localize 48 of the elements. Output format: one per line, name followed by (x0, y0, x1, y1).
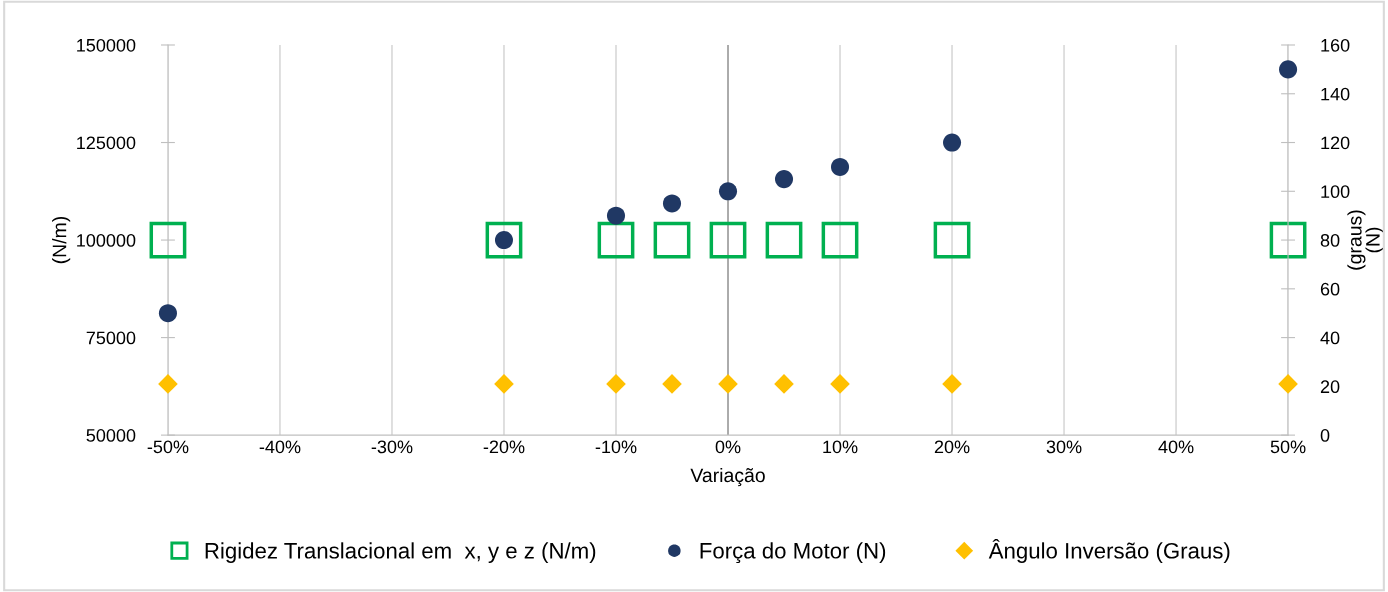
x-tick-label: -20% (483, 440, 525, 454)
point (662, 374, 682, 394)
x-tick-label: -10% (595, 440, 637, 454)
point (774, 374, 794, 394)
legend-label: Ângulo Inversão (Graus) (988, 538, 1230, 564)
point (158, 304, 177, 323)
y2-tick-label: 100 (1321, 185, 1350, 199)
x-tick-label: 50% (1270, 440, 1306, 454)
y2-tick-label: 40 (1320, 331, 1340, 345)
y-axis-title: (N/m) (52, 216, 71, 264)
point (943, 133, 962, 152)
point (494, 374, 514, 394)
y-tick-label: 150000 (77, 38, 136, 52)
y2-tick-label: 0 (1320, 429, 1330, 442)
x-tick-label: 20% (934, 440, 970, 454)
x-tick-label: 40% (1158, 440, 1194, 454)
x-tick-label: -30% (371, 440, 413, 454)
point (1279, 60, 1298, 79)
y-tick-label: 100000 (77, 233, 136, 247)
y2-axis-title: (graus) (N) (1347, 210, 1384, 270)
x-tick-label: 0% (715, 440, 741, 454)
point (718, 374, 738, 394)
legend-label: Rigidez Translacional em x, y e z (N/m) (205, 542, 596, 564)
y2-tick-label: 20 (1320, 380, 1340, 394)
point (830, 374, 850, 394)
point (942, 374, 962, 394)
y-tick-label: 75000 (86, 331, 136, 345)
y2-tick-label: 120 (1321, 136, 1350, 150)
y2-tick-label: 60 (1320, 282, 1340, 296)
y-tick-label: 50000 (86, 429, 136, 442)
x-tick-label: 30% (1046, 440, 1082, 454)
point (1278, 374, 1298, 394)
point (606, 374, 626, 394)
x-axis-title: Variação (690, 467, 765, 487)
point (830, 157, 850, 176)
point (774, 170, 794, 189)
y2-tick-label: 80 (1320, 233, 1340, 247)
legend-label: Força do Motor (N) (700, 542, 886, 564)
y-tick-label: 125000 (77, 136, 136, 150)
x-tick-label: 10% (823, 440, 858, 454)
x-tick-label: -50% (147, 440, 189, 454)
point (158, 374, 178, 394)
x-tick-label: -40% (259, 440, 301, 454)
y2-tick-label: 160 (1321, 38, 1350, 52)
point (662, 194, 682, 213)
y2-tick-label: 140 (1321, 87, 1350, 101)
point (718, 182, 738, 201)
point (606, 206, 626, 225)
